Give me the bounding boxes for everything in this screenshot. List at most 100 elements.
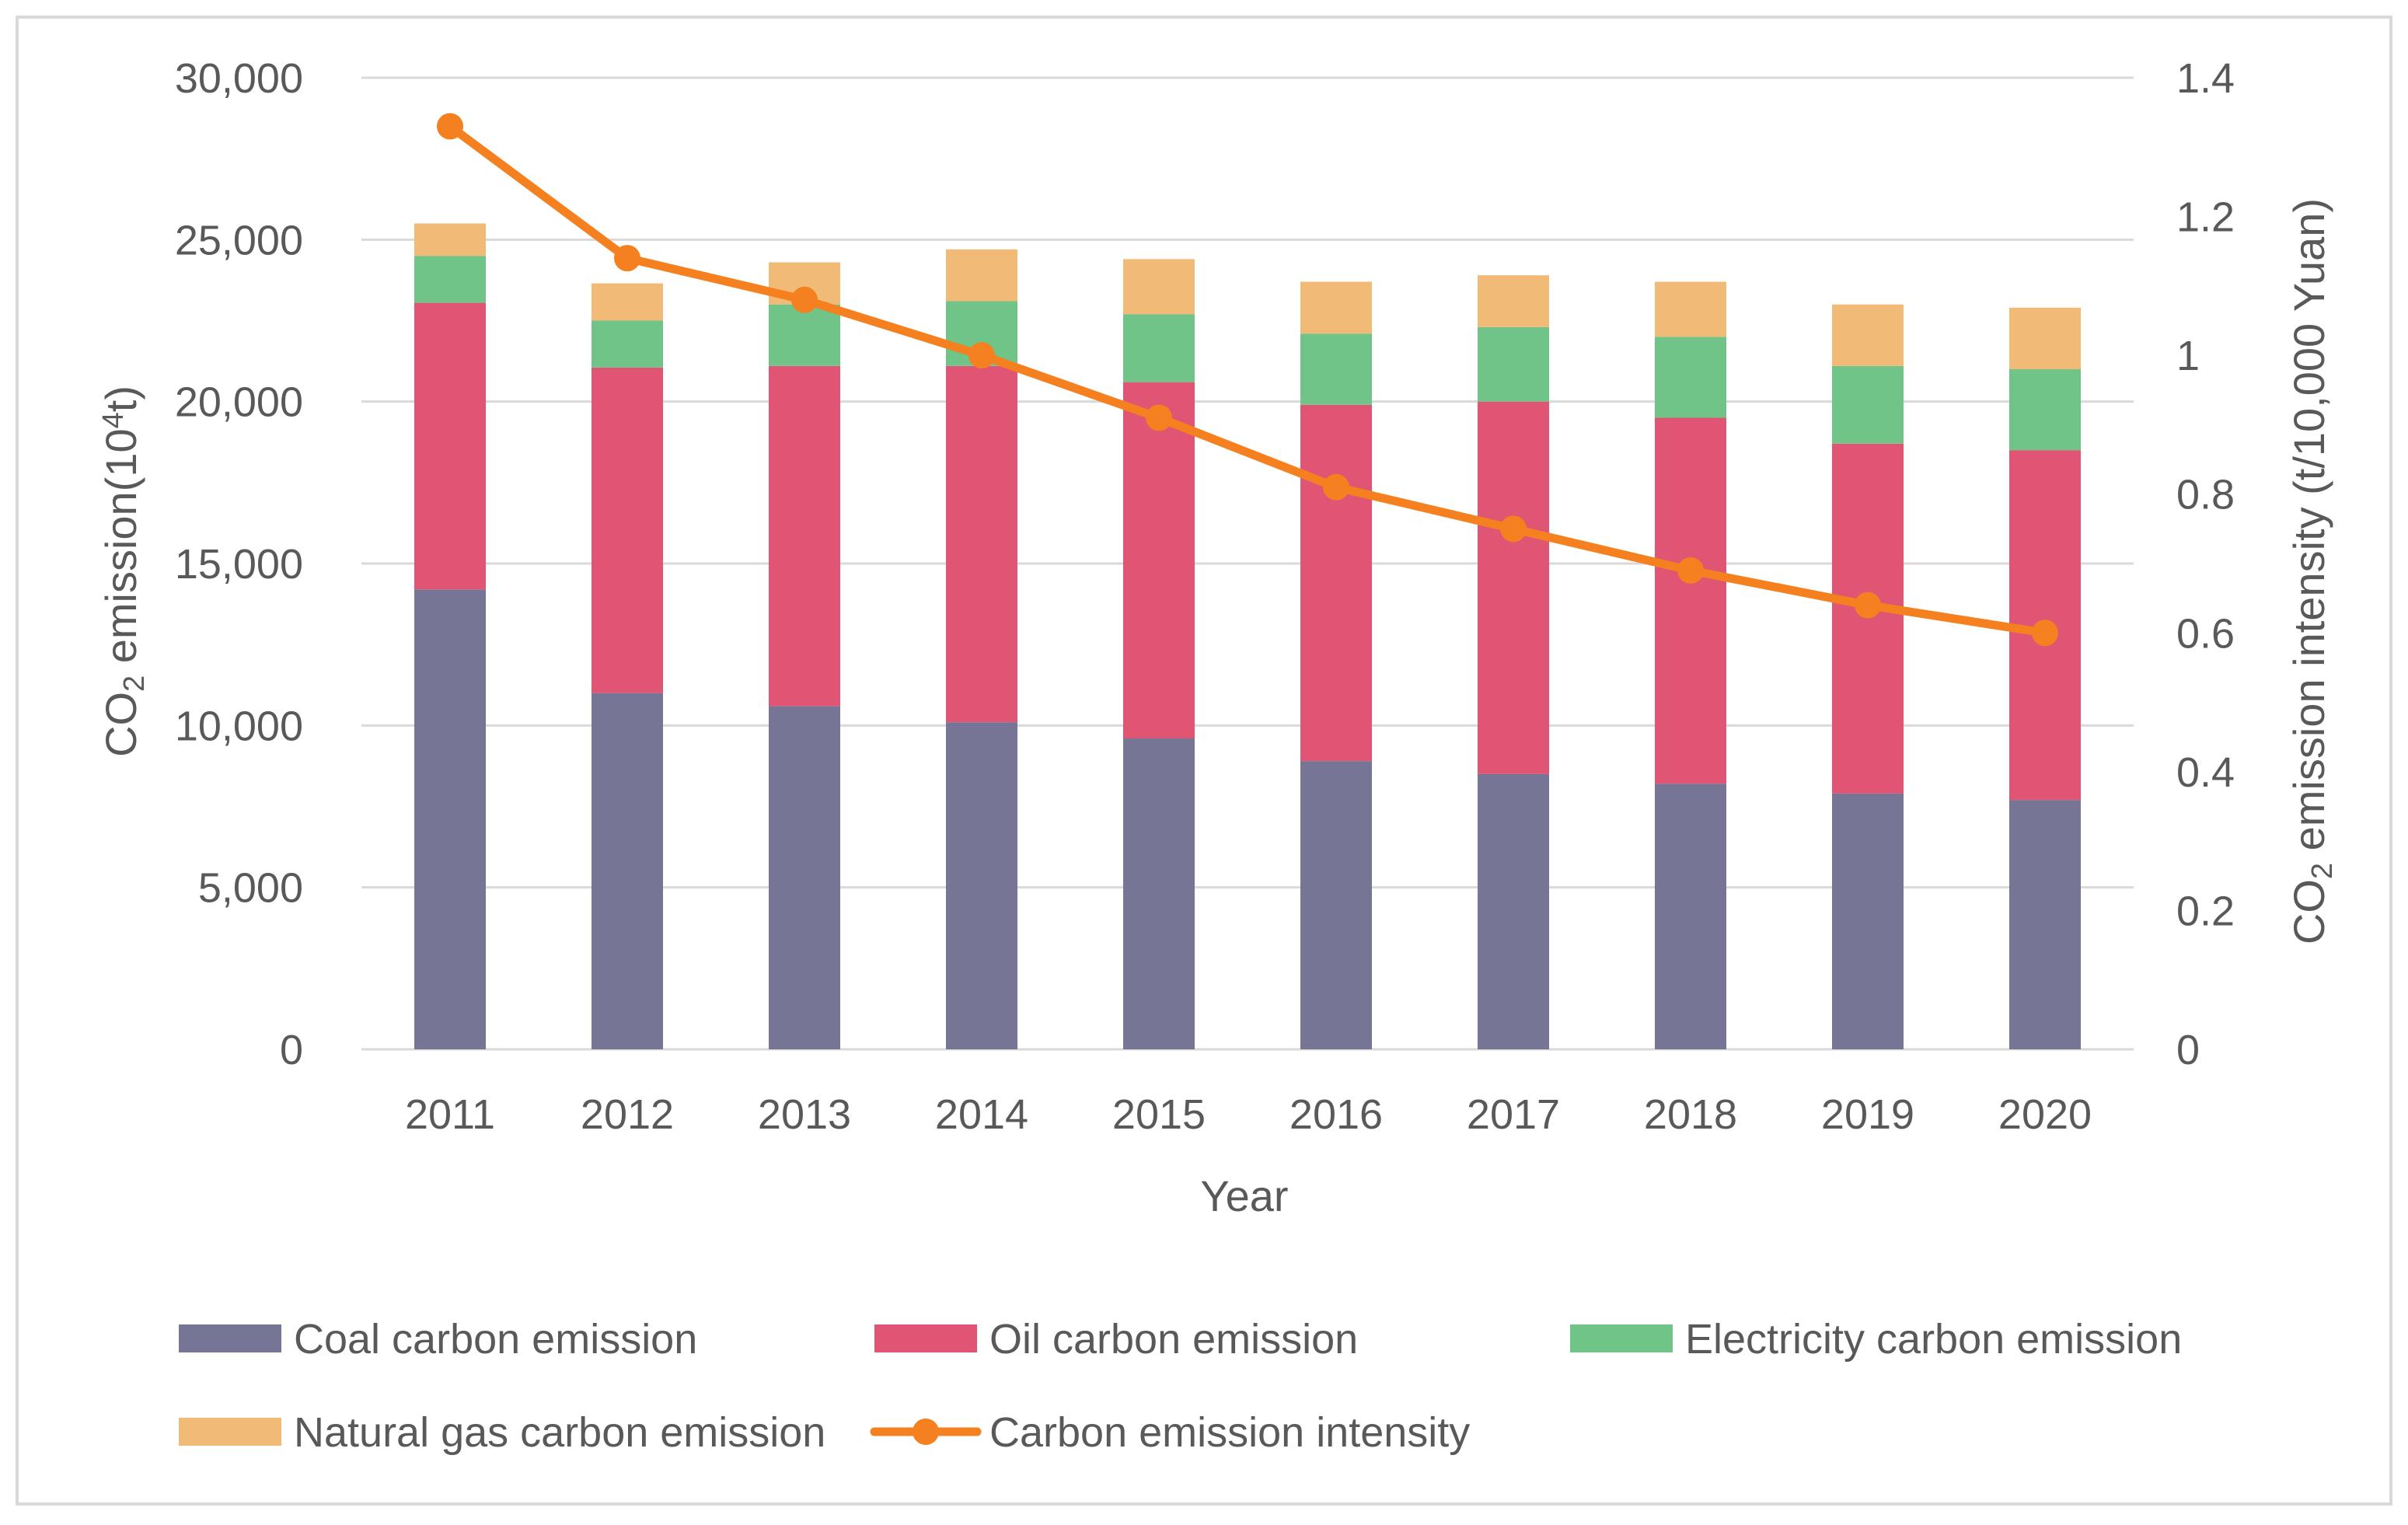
bar-coal-2013 xyxy=(769,706,840,1049)
left-axis-title-mid: emission(10 xyxy=(96,428,145,675)
intensity-point-2015 xyxy=(1146,404,1172,431)
bar-oil-2018 xyxy=(1655,417,1726,784)
bar-electricity-2019 xyxy=(1832,365,1904,444)
legend-marker-carbon-emission-intensity xyxy=(913,1419,939,1445)
bar-natural-2016 xyxy=(1300,281,1372,334)
x-axis-title: Year xyxy=(1200,1171,1288,1220)
bar-natural-2020 xyxy=(2009,307,2081,369)
bar-coal-2017 xyxy=(1478,773,1549,1049)
x-tick-label: 2013 xyxy=(758,1091,851,1138)
bar-coal-2011 xyxy=(414,589,486,1049)
legend-swatch-electricity-carbon-emission xyxy=(1570,1324,1673,1352)
bar-electricity-2011 xyxy=(414,256,486,303)
bar-coal-2012 xyxy=(592,693,663,1049)
right-axis-title-sub: 2 xyxy=(2306,863,2339,879)
x-tick-label: 2012 xyxy=(581,1091,674,1138)
bar-electricity-2015 xyxy=(1123,314,1195,382)
bar-natural-2011 xyxy=(414,223,486,256)
bar-oil-2017 xyxy=(1478,401,1549,774)
left-tick-label: 20,000 xyxy=(175,379,303,426)
left-axis-title-base: CO xyxy=(96,692,145,757)
legend-label-oil-carbon-emission: Oil carbon emission xyxy=(989,1316,1358,1363)
intensity-point-2013 xyxy=(791,286,818,313)
right-axis: 0 0.2 0.4 0.6 0.8 1 1.2 1.4 xyxy=(2176,55,2235,1073)
x-tick-label: 2016 xyxy=(1290,1091,1383,1138)
right-axis-title: CO2 emission intensity (t/10,000 Yuan) xyxy=(2284,198,2339,944)
right-tick-label: 0 xyxy=(2176,1027,2200,1073)
x-tick-label: 2018 xyxy=(1644,1091,1737,1138)
bar-coal-2020 xyxy=(2009,800,2081,1049)
right-tick-label: 1.2 xyxy=(2176,194,2235,241)
x-tick-label: 2014 xyxy=(935,1091,1028,1138)
right-axis-title-base: CO xyxy=(2284,879,2333,944)
bar-natural-2019 xyxy=(1832,304,1904,366)
left-tick-label: 15,000 xyxy=(175,541,303,588)
left-tick-label: 10,000 xyxy=(175,703,303,749)
intensity-point-2018 xyxy=(1677,557,1704,584)
bar-coal-2018 xyxy=(1655,783,1726,1049)
intensity-point-2019 xyxy=(1855,592,1881,619)
right-axis-title-rest: emission intensity (t/10,000 Yuan) xyxy=(2284,198,2333,863)
bar-natural-2018 xyxy=(1655,281,1726,337)
legend-label-carbon-emission-intensity: Carbon emission intensity xyxy=(989,1409,1470,1456)
left-tick-label: 25,000 xyxy=(175,217,303,263)
right-tick-label: 0.4 xyxy=(2176,749,2235,796)
x-tick-label: 2019 xyxy=(1821,1091,1914,1138)
x-axis: 2011 2012 2013 2014 2015 2016 2017 2018 2019 2020 xyxy=(405,1091,2092,1138)
left-tick-label: 5,000 xyxy=(198,865,303,912)
intensity-point-2014 xyxy=(968,342,995,369)
intensity-line xyxy=(445,122,2050,637)
bar-natural-2014 xyxy=(946,249,1017,302)
intensity-point-2016 xyxy=(1323,473,1349,501)
legend: Coal carbon emission Oil carbon emission E… xyxy=(179,1316,2182,1456)
legend-label-electricity-carbon-emission: Electricity carbon emission xyxy=(1685,1316,2182,1363)
bar-coal-2019 xyxy=(1832,793,1904,1049)
legend-label-coal-carbon-emission: Coal carbon emission xyxy=(294,1316,697,1363)
bar-electricity-2020 xyxy=(2009,369,2081,451)
bar-coal-2014 xyxy=(946,722,1017,1049)
legend-swatch-oil-carbon-emission xyxy=(874,1324,977,1352)
intensity-point-2017 xyxy=(1500,515,1527,543)
left-axis-title: CO2 emission(104t) xyxy=(96,386,151,757)
bar-coal-2016 xyxy=(1300,761,1372,1049)
bar-natural-2012 xyxy=(592,283,663,321)
bars xyxy=(414,223,2081,1049)
right-tick-label: 0.6 xyxy=(2176,610,2235,657)
bar-coal-2015 xyxy=(1123,738,1195,1049)
legend-label-natural-gas-carbon-emission: Natural gas carbon emission xyxy=(294,1409,825,1456)
bar-electricity-2017 xyxy=(1478,326,1549,402)
right-tick-label: 1.4 xyxy=(2176,55,2235,102)
bar-electricity-2012 xyxy=(592,320,663,368)
left-tick-label: 0 xyxy=(280,1027,303,1073)
x-tick-label: 2017 xyxy=(1467,1091,1560,1138)
bar-electricity-2013 xyxy=(769,304,840,366)
right-tick-label: 0.8 xyxy=(2176,472,2235,518)
intensity-point-2020 xyxy=(2032,619,2058,647)
chart-border xyxy=(16,16,2392,1506)
bar-oil-2016 xyxy=(1300,404,1372,762)
x-tick-label: 2020 xyxy=(1998,1091,2092,1138)
bar-natural-2015 xyxy=(1123,259,1195,315)
intensity-line-layer xyxy=(437,113,2058,647)
left-axis: 0 5,000 10,000 15,000 20,000 25,000 30,000 xyxy=(175,55,303,1073)
left-axis-title-end: t) xyxy=(96,386,145,412)
x-tick-label: 2011 xyxy=(405,1091,495,1138)
bar-oil-2013 xyxy=(769,365,840,707)
bar-electricity-2018 xyxy=(1655,337,1726,418)
intensity-point-2012 xyxy=(614,245,640,272)
bar-electricity-2016 xyxy=(1300,333,1372,405)
intensity-point-2011 xyxy=(437,113,463,140)
left-axis-title-sup: 4 xyxy=(97,412,130,428)
bar-oil-2012 xyxy=(592,367,663,693)
right-tick-label: 1 xyxy=(2176,333,2200,379)
right-tick-label: 0.2 xyxy=(2176,888,2235,934)
bar-oil-2011 xyxy=(414,302,486,590)
legend-swatch-coal-carbon-emission xyxy=(179,1324,281,1352)
bar-natural-2017 xyxy=(1478,275,1549,327)
legend-swatch-natural-gas-carbon-emission xyxy=(179,1418,281,1446)
left-tick-label: 30,000 xyxy=(175,55,303,102)
bar-oil-2019 xyxy=(1832,443,1904,794)
left-axis-title-sub: 2 xyxy=(118,675,151,692)
